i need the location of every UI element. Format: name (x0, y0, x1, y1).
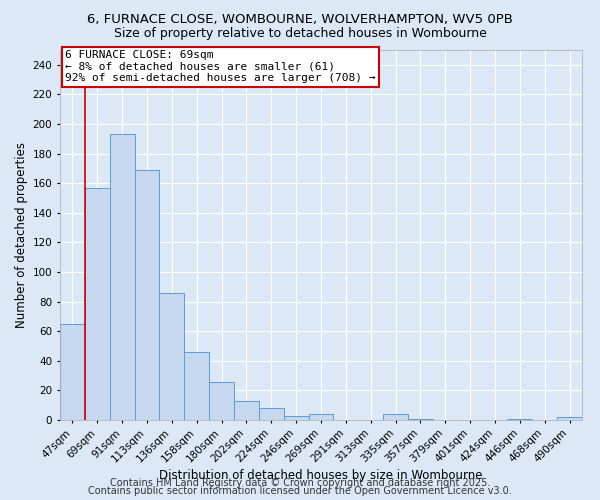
Bar (557, 417, 582, 420)
Bar (209, 382, 234, 420)
X-axis label: Distribution of detached houses by size in Wombourne: Distribution of detached houses by size … (159, 468, 483, 481)
Bar (284, 416, 308, 420)
Bar (110, 134, 134, 420)
Text: 6 FURNACE CLOSE: 69sqm
← 8% of detached houses are smaller (61)
92% of semi-deta: 6 FURNACE CLOSE: 69sqm ← 8% of detached … (65, 50, 376, 83)
Y-axis label: Number of detached properties: Number of detached properties (16, 142, 28, 328)
Bar (383, 414, 408, 420)
Text: Size of property relative to detached houses in Wombourne: Size of property relative to detached ho… (113, 28, 487, 40)
Bar (259, 408, 284, 420)
Bar (234, 401, 259, 420)
Bar (308, 414, 334, 420)
Text: Contains public sector information licensed under the Open Government Licence v3: Contains public sector information licen… (88, 486, 512, 496)
Text: Contains HM Land Registry data © Crown copyright and database right 2025.: Contains HM Land Registry data © Crown c… (110, 478, 490, 488)
Bar (60, 324, 85, 420)
Bar (508, 418, 532, 420)
Bar (134, 170, 160, 420)
Bar (85, 188, 110, 420)
Text: 6, FURNACE CLOSE, WOMBOURNE, WOLVERHAMPTON, WV5 0PB: 6, FURNACE CLOSE, WOMBOURNE, WOLVERHAMPT… (87, 12, 513, 26)
Bar (184, 352, 209, 420)
Bar (408, 418, 433, 420)
Bar (160, 292, 184, 420)
